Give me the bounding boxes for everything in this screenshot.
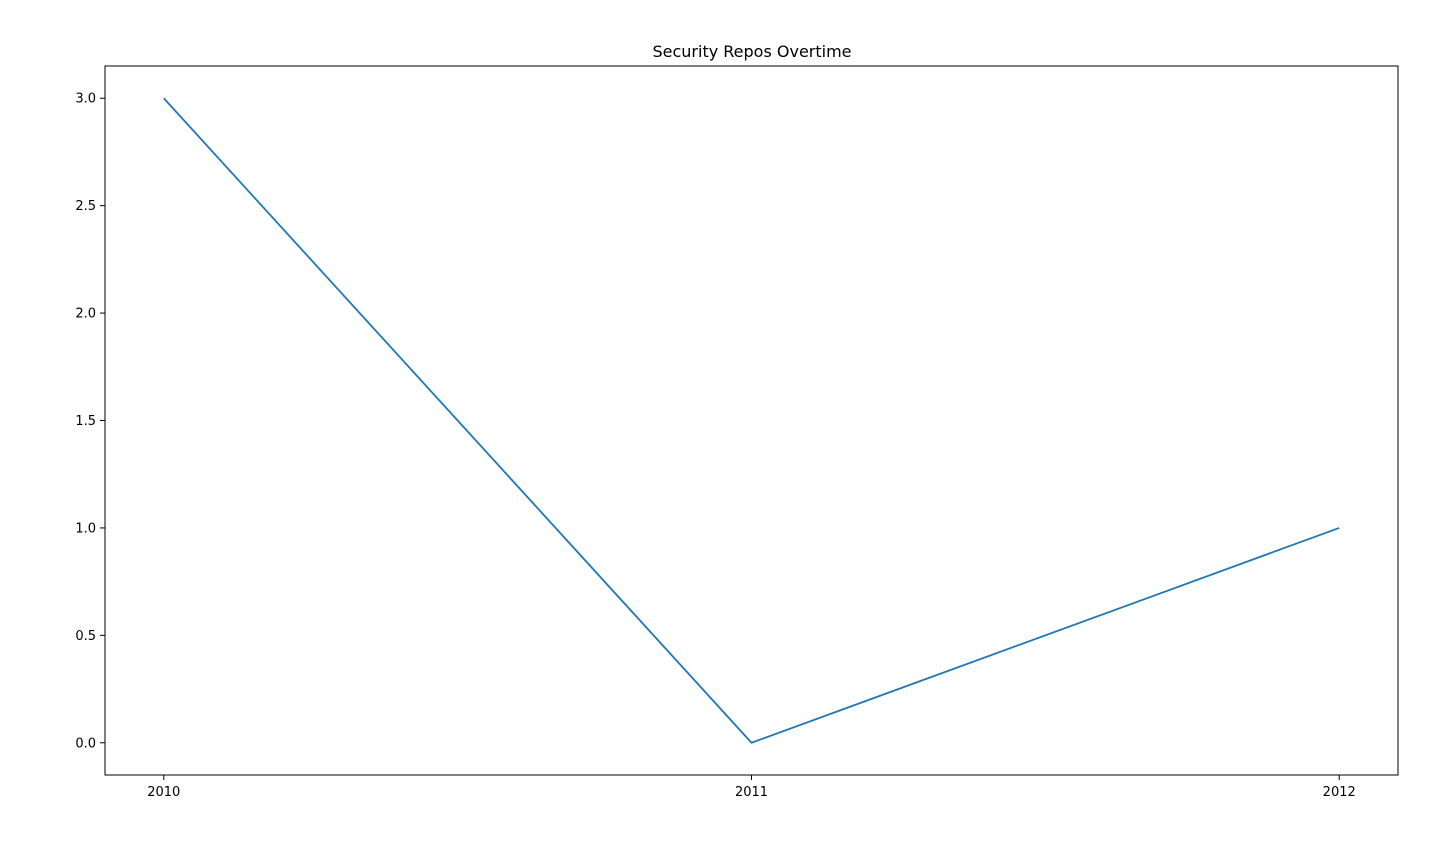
x-axis-ticks: 2010 2011 2012	[147, 775, 1356, 800]
y-tick-label: 0.5	[75, 629, 96, 644]
plot-frame	[104, 65, 1399, 776]
y-tick-label: 1.0	[75, 521, 96, 536]
chart-title: Security Repos Overtime	[652, 42, 851, 61]
y-tick-label: 0.0	[75, 736, 96, 751]
x-tick-label: 2010	[147, 785, 180, 800]
y-axis-ticks: 0.0 0.5 1.0 1.5 2.0 2.5 3.0	[75, 92, 105, 751]
series-layer	[163, 97, 1340, 744]
y-tick-label: 3.0	[75, 92, 96, 107]
y-tick-label: 2.5	[75, 199, 96, 214]
y-tick-label: 1.5	[75, 414, 96, 429]
x-tick-label: 2012	[1323, 785, 1356, 800]
x-tick-label: 2011	[735, 785, 768, 800]
y-tick-label: 2.0	[75, 307, 96, 322]
